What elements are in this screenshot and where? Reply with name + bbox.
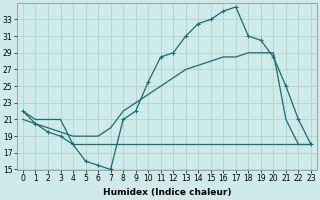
X-axis label: Humidex (Indice chaleur): Humidex (Indice chaleur) — [103, 188, 231, 197]
